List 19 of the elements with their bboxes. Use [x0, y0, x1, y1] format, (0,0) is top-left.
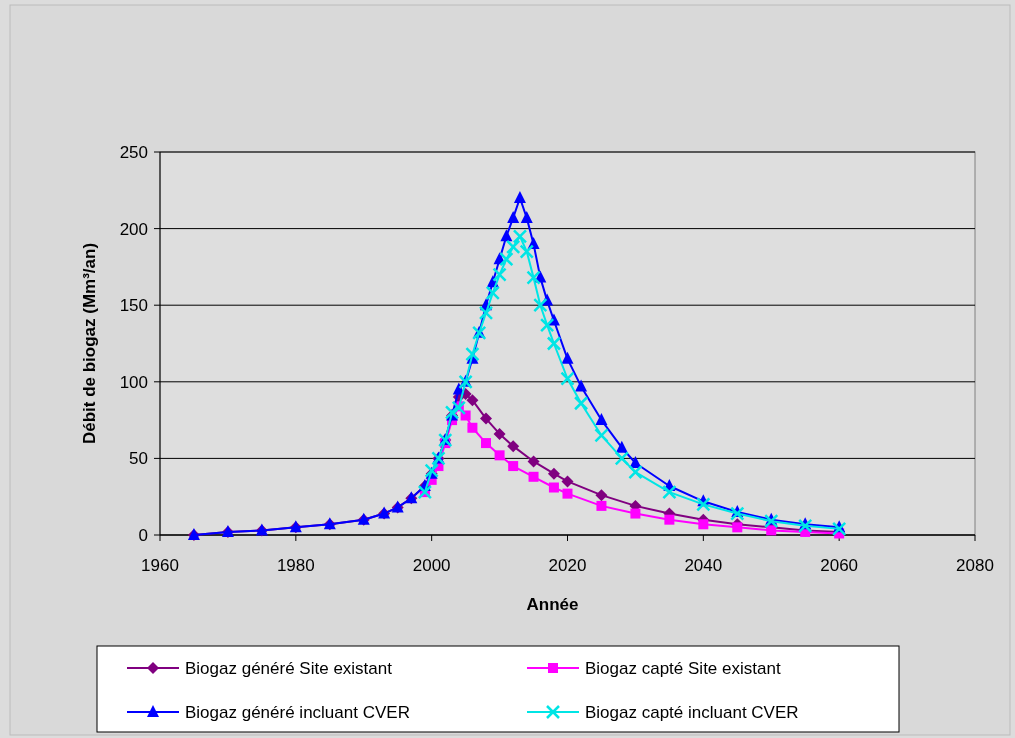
x-tick-label: 2020 — [548, 556, 587, 575]
y-axis-title: Débit de biogaz (Mm³/an) — [80, 242, 99, 445]
y-tick-label: 250 — [119, 143, 148, 162]
legend-label: Biogaz généré Site existant — [185, 659, 393, 678]
x-tick-label: 1960 — [141, 556, 179, 575]
y-tick-label: 0 — [138, 526, 148, 545]
y-tick-label: 150 — [119, 296, 148, 316]
x-axis-title: Année — [526, 595, 579, 614]
y-tick-label: 100 — [119, 372, 148, 392]
x-tick-label: 2040 — [684, 556, 723, 575]
legend-label: Biogaz capté Site existant — [585, 659, 781, 678]
y-tick-label: 200 — [119, 219, 148, 239]
x-tick-label: 2000 — [412, 556, 451, 575]
y-tick-label: 50 — [129, 449, 148, 469]
x-tick-label: 1980 — [276, 556, 315, 575]
legend-label: Biogaz généré incluant CVER — [185, 703, 410, 722]
x-tick-label: 2080 — [956, 556, 994, 575]
x-tick-label: 2060 — [820, 556, 859, 575]
legend-label: Biogaz capté incluant CVER — [585, 703, 799, 722]
